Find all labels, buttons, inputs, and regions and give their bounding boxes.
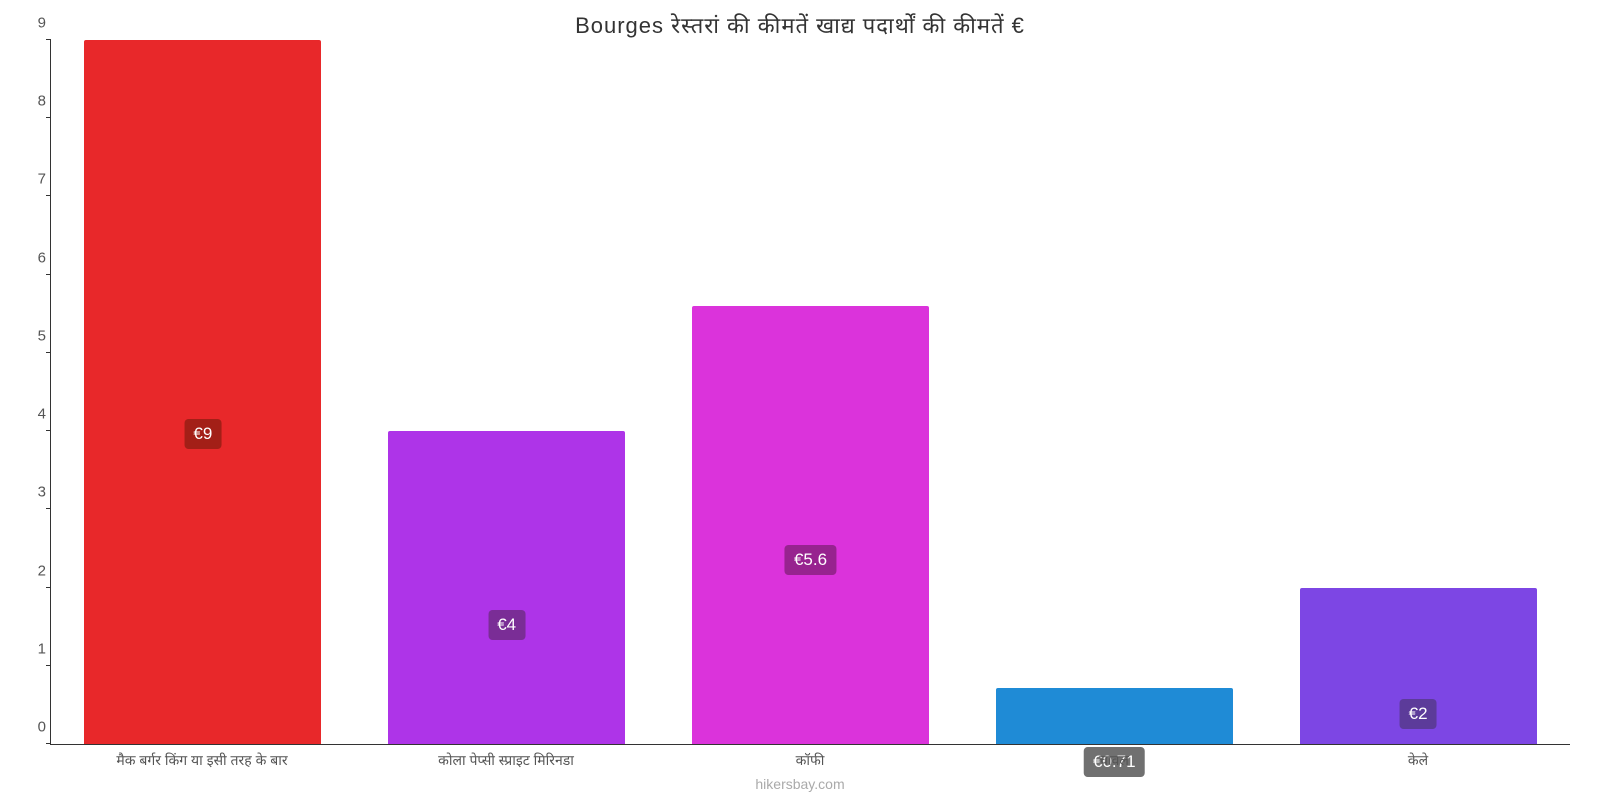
- x-tick-label: चावल: [962, 751, 1266, 770]
- watermark: hikersbay.com: [0, 776, 1600, 792]
- chart-area: €9€4€5.6€0.71€2 0123456789: [50, 40, 1570, 745]
- bar-slot: €2: [1266, 40, 1570, 744]
- y-tick-mark: [46, 508, 51, 509]
- bar: €0.71: [996, 688, 1233, 744]
- x-axis-labels: मैक बर्गर किंग या इसी तरह के बारकोला पेप…: [50, 751, 1570, 770]
- y-tick-label: 1: [21, 640, 46, 657]
- y-tick-label: 3: [21, 484, 46, 501]
- y-tick-mark: [46, 352, 51, 353]
- y-tick-label: 7: [21, 171, 46, 188]
- y-tick-mark: [46, 430, 51, 431]
- chart-title: Bourges रेस्तरां की कीमतें खाद्य पदार्थो…: [0, 0, 1600, 40]
- y-tick-label: 8: [21, 93, 46, 110]
- y-tick-mark: [46, 274, 51, 275]
- bar: €4: [388, 431, 625, 744]
- bar-slot: €4: [355, 40, 659, 744]
- bar: €9: [84, 40, 321, 744]
- x-tick-label: केले: [1266, 751, 1570, 770]
- y-tick-mark: [46, 195, 51, 196]
- y-tick-label: 5: [21, 327, 46, 344]
- bar: €5.6: [692, 306, 929, 744]
- y-tick-mark: [46, 665, 51, 666]
- y-tick-mark: [46, 587, 51, 588]
- bar-slot: €5.6: [659, 40, 963, 744]
- y-tick-label: 2: [21, 562, 46, 579]
- y-tick-label: 6: [21, 249, 46, 266]
- bar-value-label: €2: [1400, 699, 1437, 729]
- x-tick-label: कॉफी: [658, 751, 962, 770]
- plot-area: €9€4€5.6€0.71€2 0123456789: [50, 40, 1570, 745]
- bar-slot: €9: [51, 40, 355, 744]
- y-tick-mark: [46, 39, 51, 40]
- bar-value-label: €5.6: [785, 545, 836, 575]
- y-tick-mark: [46, 743, 51, 744]
- y-tick-label: 0: [21, 719, 46, 736]
- x-tick-label: मैक बर्गर किंग या इसी तरह के बार: [50, 751, 354, 770]
- bars-container: €9 €4 €5.6 €0.71 €2: [51, 40, 1570, 744]
- bar-value-label: €9: [184, 419, 221, 449]
- y-tick-label: 4: [21, 406, 46, 423]
- bar-slot: €0.71: [962, 40, 1266, 744]
- y-tick-label: 9: [21, 15, 46, 32]
- x-tick-label: कोला पेप्सी स्प्राइट मिरिनडा: [354, 751, 658, 770]
- bar-value-label: €4: [488, 610, 525, 640]
- y-tick-mark: [46, 117, 51, 118]
- bar: €2: [1300, 588, 1537, 744]
